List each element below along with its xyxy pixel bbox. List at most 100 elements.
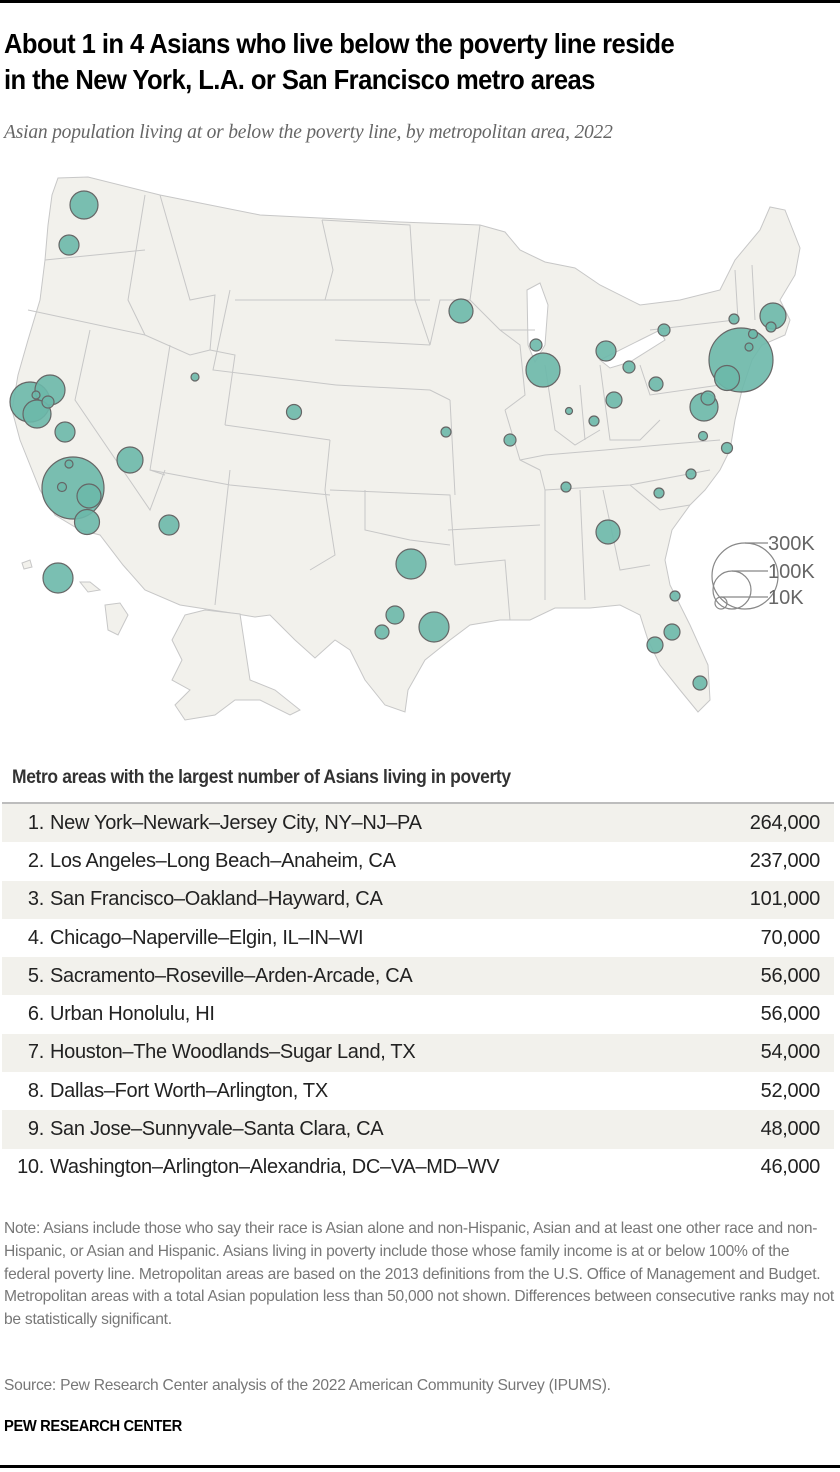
table-row: 4. Chicago–Naperville–Elgin, IL–IN–WI 70,0… [2, 919, 834, 957]
row-metro: San Francisco–Oakland–Hayward, CA [50, 888, 383, 911]
metro-bubble [116, 446, 144, 474]
metro-bubble [564, 406, 574, 416]
metro-bubble [73, 508, 101, 536]
row-value: 101,000 [749, 888, 821, 911]
row-value: 54,000 [760, 1041, 821, 1064]
metro-bubble [595, 340, 617, 362]
row-value: 264,000 [749, 811, 821, 834]
top-rule [0, 0, 840, 3]
row-metro: San Jose–Sunnyvale–Santa Clara, CA [50, 1118, 384, 1141]
alaska [171, 609, 301, 721]
metro-bubble [42, 562, 74, 594]
row-metro: Sacramento–Roseville–Arden-Arcade, CA [50, 964, 413, 987]
hawaii [21, 559, 129, 636]
row-rank: 9. [27, 1118, 44, 1141]
state-borders [27, 194, 756, 621]
metro-bubble [41, 395, 55, 409]
row-metro: Houston–The Woodlands–Sugar Land, TX [50, 1041, 416, 1064]
row-rank: 10. [17, 1156, 44, 1179]
brand-logo-text: PEW RESEARCH CENTER [4, 1418, 182, 1435]
metro-bubble [31, 390, 41, 400]
us-land [11, 176, 801, 713]
row-rank: 8. [27, 1079, 44, 1102]
metro-bubble [529, 338, 543, 352]
row-rank: 2. [27, 849, 44, 872]
metro-bubble [744, 342, 754, 352]
table-row: 8. Dallas–Fort Worth–Arlington, TX 52,000 [2, 1072, 834, 1110]
row-value: 237,000 [749, 849, 821, 872]
legend-label-300k: 300K [768, 533, 815, 555]
metro-bubble [720, 441, 734, 455]
chart-subtitle: Asian population living at or below the … [4, 122, 613, 143]
metro-bubble [765, 321, 777, 333]
legend-label-100k: 100K [768, 561, 815, 583]
metro-bubble [648, 376, 664, 392]
metro-bubble [54, 421, 76, 443]
table-row: 10. Washington–Arlington–Alexandria, DC–V… [2, 1149, 834, 1187]
row-value: 56,000 [760, 964, 821, 987]
row-rank: 3. [27, 888, 44, 911]
metro-bubble [663, 623, 681, 641]
metro-bubble [669, 590, 681, 602]
metro-bubble [190, 372, 200, 382]
table-row: 5. Sacramento–Roseville–Arden-Arcade, CA 5… [2, 957, 834, 996]
legend-label-10k: 10K [768, 587, 804, 609]
metro-bubble [646, 636, 664, 654]
metro-bubble [69, 190, 99, 220]
row-metro: Dallas–Fort Worth–Arlington, TX [50, 1079, 328, 1102]
bottom-rule [0, 1465, 840, 1468]
metro-bubble [64, 459, 74, 469]
metro-bubble [385, 605, 405, 625]
metro-bubble [285, 403, 303, 421]
row-metro: Urban Honolulu, HI [50, 1003, 215, 1026]
metro-bubble [697, 430, 709, 442]
size-legend: 300K 100K 10K [711, 533, 815, 610]
metro-bubble [440, 426, 452, 438]
title-line-1: About 1 in 4 Asians who live below the p… [4, 28, 675, 59]
table-row: 1. New York–Newark–Jersey City, NY–NJ–PA 2… [2, 804, 834, 843]
metro-bubble [158, 514, 180, 536]
metro-bubble [525, 352, 561, 388]
metro-bubble [622, 360, 636, 374]
metro-bubble [448, 298, 474, 324]
table-row: 2. Los Angeles–Long Beach–Anaheim, CA 237,… [2, 842, 834, 880]
metro-bubble [503, 433, 517, 447]
legend-circle-100k [712, 570, 752, 610]
metro-bubble [700, 390, 716, 406]
metro-bubble [728, 313, 740, 325]
metro-bubble [653, 487, 665, 499]
metro-bubble [395, 548, 427, 580]
us-bubble-map: 300K 100K 10K [9, 176, 815, 721]
row-rank: 6. [27, 1003, 44, 1026]
metro-bubble [374, 624, 390, 640]
metro-bubbles [9, 190, 787, 691]
metro-bubble [685, 468, 697, 480]
row-value: 48,000 [760, 1118, 821, 1141]
row-value: 46,000 [760, 1156, 821, 1179]
row-metro: Chicago–Naperville–Elgin, IL–IN–WI [50, 926, 364, 949]
table-row: 3. San Francisco–Oakland–Hayward, CA 101,0… [2, 880, 834, 919]
metro-bubble [560, 481, 572, 493]
metro-bubble [595, 519, 621, 545]
lake-erie [599, 329, 666, 369]
table-row: 7. Houston–The Woodlands–Sugar Land, TX 54… [2, 1033, 834, 1073]
chart-title: About 1 in 4 Asians who live below the p… [4, 26, 776, 98]
metro-bubble [605, 391, 623, 409]
source-line: Source: Pew Research Center analysis of … [4, 1377, 611, 1394]
row-rank: 7. [27, 1041, 44, 1064]
row-value: 70,000 [760, 926, 821, 949]
row-rank: 1. [27, 811, 44, 834]
row-value: 52,000 [760, 1079, 821, 1102]
row-metro: Washington–Arlington–Alexandria, DC–VA–M… [50, 1156, 500, 1179]
metro-bubble [76, 483, 102, 509]
metro-bubble [56, 481, 68, 493]
metro-bubble [657, 323, 671, 337]
metro-bubble [747, 328, 759, 340]
ranking-table: 1. New York–Newark–Jersey City, NY–NJ–PA 2… [2, 802, 834, 1187]
row-metro: Los Angeles–Long Beach–Anaheim, CA [50, 849, 396, 872]
table-row: 9. San Jose–Sunnyvale–Santa Clara, CA 48,0… [2, 1110, 834, 1149]
row-rank: 5. [27, 964, 44, 987]
row-value: 56,000 [760, 1003, 821, 1026]
table-row: 6. Urban Honolulu, HI 56,000 [2, 995, 834, 1033]
metro-bubble [713, 364, 741, 392]
